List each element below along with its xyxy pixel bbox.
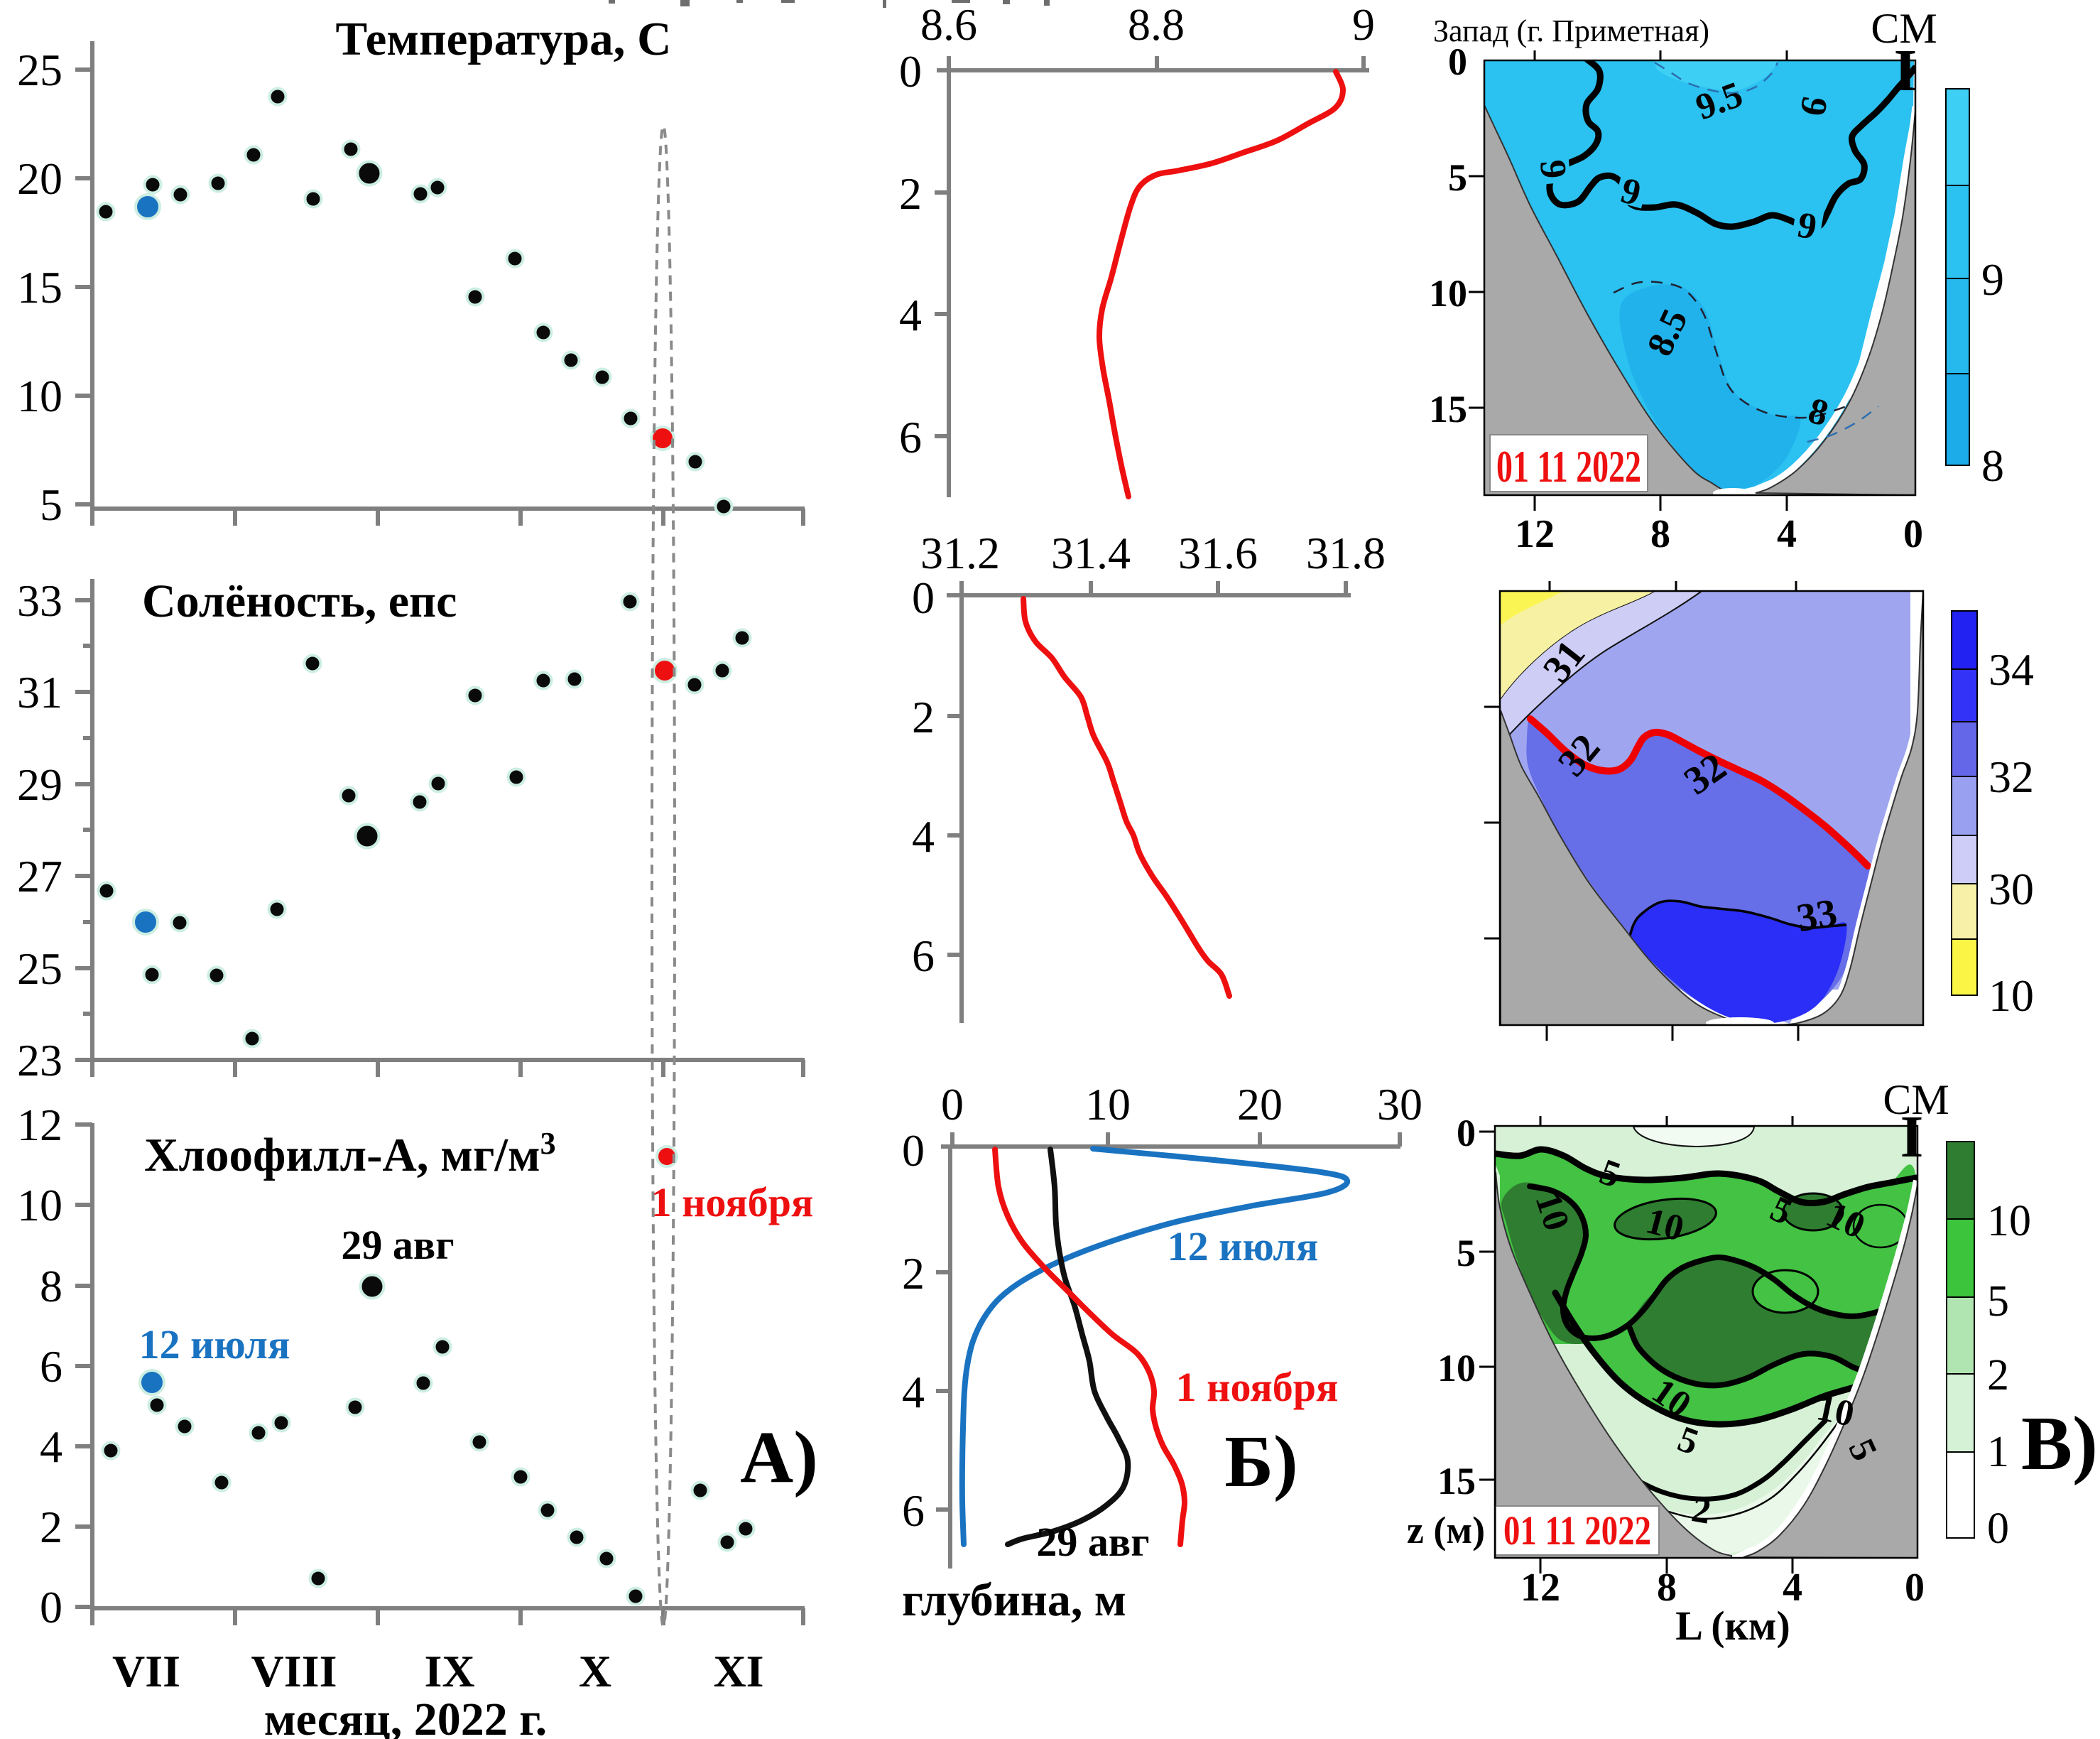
svg-text:6: 6 (40, 1341, 62, 1392)
svg-text:4: 4 (40, 1421, 62, 1472)
svg-text:1 ноября: 1 ноября (1176, 1364, 1339, 1410)
svg-text:31.6: 31.6 (1178, 528, 1258, 578)
svg-text:0: 0 (1987, 1505, 2009, 1553)
svg-text:20: 20 (17, 153, 62, 204)
svg-text:L (км): L (км) (1675, 1603, 1790, 1649)
svg-text:34: 34 (1989, 644, 2034, 695)
svg-text:32: 32 (1989, 752, 2034, 802)
svg-text:1 ноября: 1 ноября (651, 1179, 814, 1225)
svg-text:20: 20 (1237, 1079, 1283, 1129)
svg-text:12: 12 (1515, 512, 1555, 556)
svg-text:2: 2 (1987, 1351, 2009, 1399)
svg-text:0: 0 (912, 573, 935, 623)
svg-text:0: 0 (40, 1582, 62, 1632)
svg-text:А): А) (740, 1416, 818, 1498)
svg-text:0: 0 (1905, 1566, 1925, 1610)
svg-text:15: 15 (17, 262, 62, 313)
svg-text:IX: IX (424, 1646, 474, 1696)
svg-text:X: X (579, 1646, 611, 1696)
svg-text:8: 8 (1657, 1566, 1677, 1610)
svg-text:0: 0 (1903, 512, 1923, 556)
svg-text:2: 2 (902, 1248, 925, 1299)
svg-text:6: 6 (902, 1485, 925, 1536)
svg-text:12: 12 (1520, 1566, 1560, 1610)
svg-text:СМ: СМ (1871, 5, 1937, 52)
svg-text:8.8: 8.8 (1128, 0, 1185, 50)
svg-text:5: 5 (1448, 156, 1467, 199)
svg-text:0: 0 (902, 1125, 925, 1176)
svg-text:2: 2 (40, 1502, 62, 1552)
svg-text:СМ: СМ (1883, 1076, 1949, 1123)
svg-text:10: 10 (1987, 1197, 2031, 1245)
svg-text:5: 5 (40, 480, 62, 530)
svg-text:31: 31 (17, 667, 62, 717)
svg-text:9: 9 (1532, 158, 1574, 180)
svg-text:10: 10 (1437, 1347, 1476, 1389)
svg-text:Б): Б) (1224, 1421, 1297, 1502)
svg-text:VII: VII (112, 1646, 180, 1696)
svg-text:25: 25 (17, 943, 62, 994)
svg-text:2: 2 (899, 168, 922, 219)
svg-text:29: 29 (17, 759, 62, 810)
svg-text:23: 23 (17, 1035, 62, 1085)
svg-text:4: 4 (1783, 1566, 1802, 1610)
svg-text:15: 15 (1437, 1460, 1476, 1502)
svg-text:29 авг: 29 авг (341, 1222, 454, 1268)
svg-text:15: 15 (1429, 388, 1467, 430)
svg-text:01 11 2022: 01 11 2022 (1496, 441, 1641, 492)
svg-text:месяц, 2022 г.: месяц, 2022 г. (264, 1694, 548, 1739)
svg-text:Солёность, епс: Солёность, епс (142, 575, 457, 627)
svg-text:0: 0 (899, 46, 922, 97)
svg-text:0: 0 (1448, 40, 1467, 83)
svg-text:30: 30 (1377, 1079, 1422, 1129)
svg-text:8: 8 (1981, 440, 2004, 491)
svg-text:01 11 2022: 01 11 2022 (1503, 1507, 1651, 1554)
svg-text:8: 8 (1650, 512, 1670, 556)
svg-text:0: 0 (941, 1079, 964, 1129)
svg-text:8: 8 (40, 1261, 62, 1311)
svg-text:6: 6 (899, 412, 922, 462)
svg-text:Температура, С: Температура, С (335, 13, 671, 65)
svg-text:9: 9 (1981, 254, 2004, 305)
svg-text:z (м): z (м) (1407, 1509, 1485, 1551)
svg-text:5: 5 (1457, 1232, 1476, 1274)
svg-text:I: I (1900, 1104, 1924, 1170)
svg-text:10: 10 (1813, 1387, 1858, 1435)
svg-text:31.8: 31.8 (1306, 528, 1386, 578)
svg-text:12 июля: 12 июля (139, 1321, 290, 1367)
svg-text:9: 9 (1352, 0, 1375, 50)
svg-text:0: 0 (1457, 1112, 1476, 1154)
svg-text:10: 10 (1429, 272, 1467, 315)
svg-text:4: 4 (902, 1367, 925, 1417)
svg-text:4: 4 (899, 290, 922, 340)
svg-text:В): В) (2021, 1402, 2098, 1486)
svg-text:XI: XI (713, 1646, 763, 1696)
svg-text:33: 33 (1793, 891, 1840, 941)
svg-text:30: 30 (1989, 864, 2034, 914)
svg-text:2: 2 (912, 692, 935, 742)
svg-text:29 авг: 29 авг (1036, 1519, 1149, 1565)
svg-text:глубина, м: глубина, м (902, 1574, 1126, 1626)
svg-text:Запад (г. Приметная): Запад (г. Приметная) (1433, 13, 1709, 48)
svg-text:10: 10 (17, 371, 62, 421)
svg-text:33: 33 (17, 575, 62, 626)
svg-text:12: 12 (17, 1100, 62, 1150)
svg-text:25: 25 (17, 45, 62, 95)
svg-text:Хлоофилл-А, мг/м3: Хлоофилл-А, мг/м3 (144, 1126, 556, 1181)
svg-text:10: 10 (17, 1180, 62, 1230)
svg-text:4: 4 (1777, 512, 1797, 556)
svg-text:6: 6 (912, 931, 935, 981)
svg-text:5: 5 (1987, 1277, 2009, 1326)
svg-text:12 июля: 12 июля (1168, 1223, 1319, 1269)
svg-text:8.6: 8.6 (920, 0, 977, 50)
svg-text:10: 10 (1989, 970, 2034, 1021)
svg-text:4: 4 (912, 811, 935, 862)
svg-text:VIII: VIII (251, 1646, 337, 1696)
svg-text:I: I (1894, 38, 1917, 104)
svg-text:31.4: 31.4 (1051, 528, 1131, 578)
svg-text:1: 1 (1987, 1428, 2009, 1476)
svg-text:27: 27 (17, 851, 62, 901)
svg-text:10: 10 (1085, 1079, 1131, 1129)
svg-text:31.2: 31.2 (920, 528, 1000, 578)
